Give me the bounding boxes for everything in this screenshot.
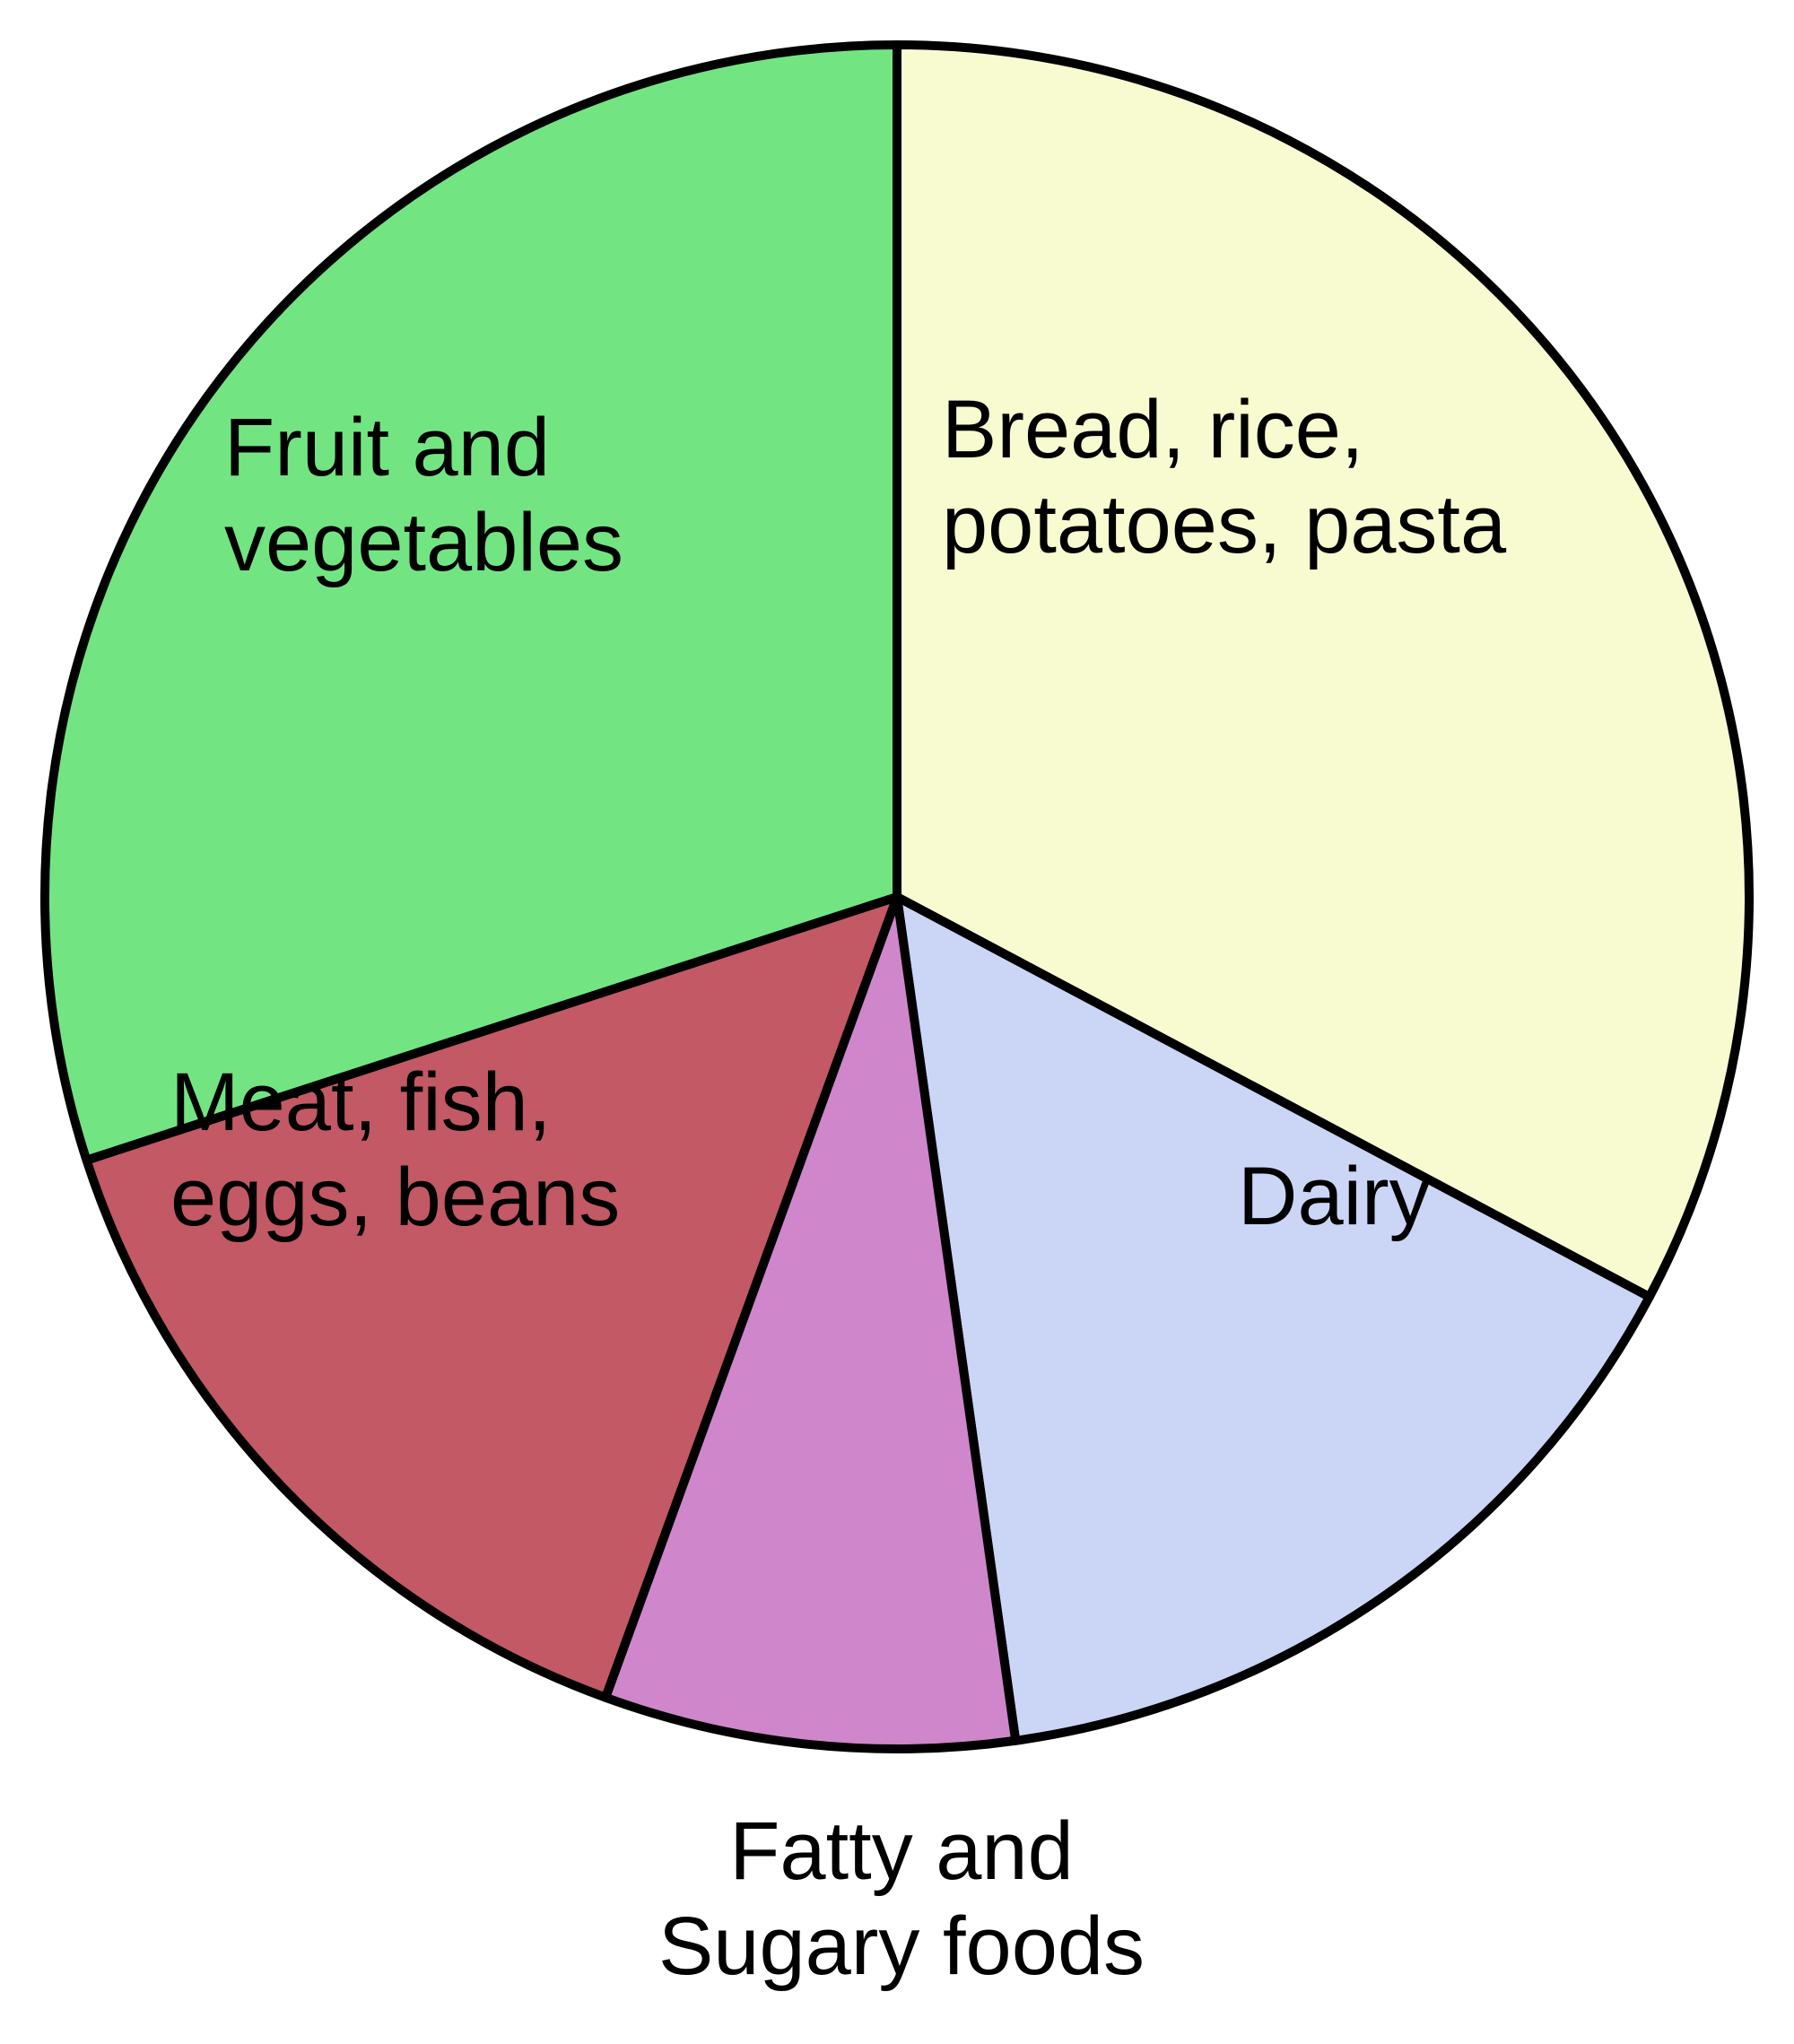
slice-label-dairy: Dairy	[1238, 1151, 1431, 1242]
slice-label-fatty: Fatty andSugary foods	[658, 1805, 1145, 1992]
food-groups-pie-chart: Bread, rice,potatoes, pastaDairyFatty an…	[0, 0, 1794, 2044]
